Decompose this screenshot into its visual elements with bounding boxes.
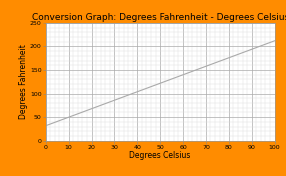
X-axis label: Degrees Celsius: Degrees Celsius: [130, 151, 191, 160]
Title: Conversion Graph: Degrees Fahrenheit - Degrees Celsius: Conversion Graph: Degrees Fahrenheit - D…: [31, 13, 286, 22]
Y-axis label: Degrees Fahrenheit: Degrees Fahrenheit: [19, 44, 28, 119]
